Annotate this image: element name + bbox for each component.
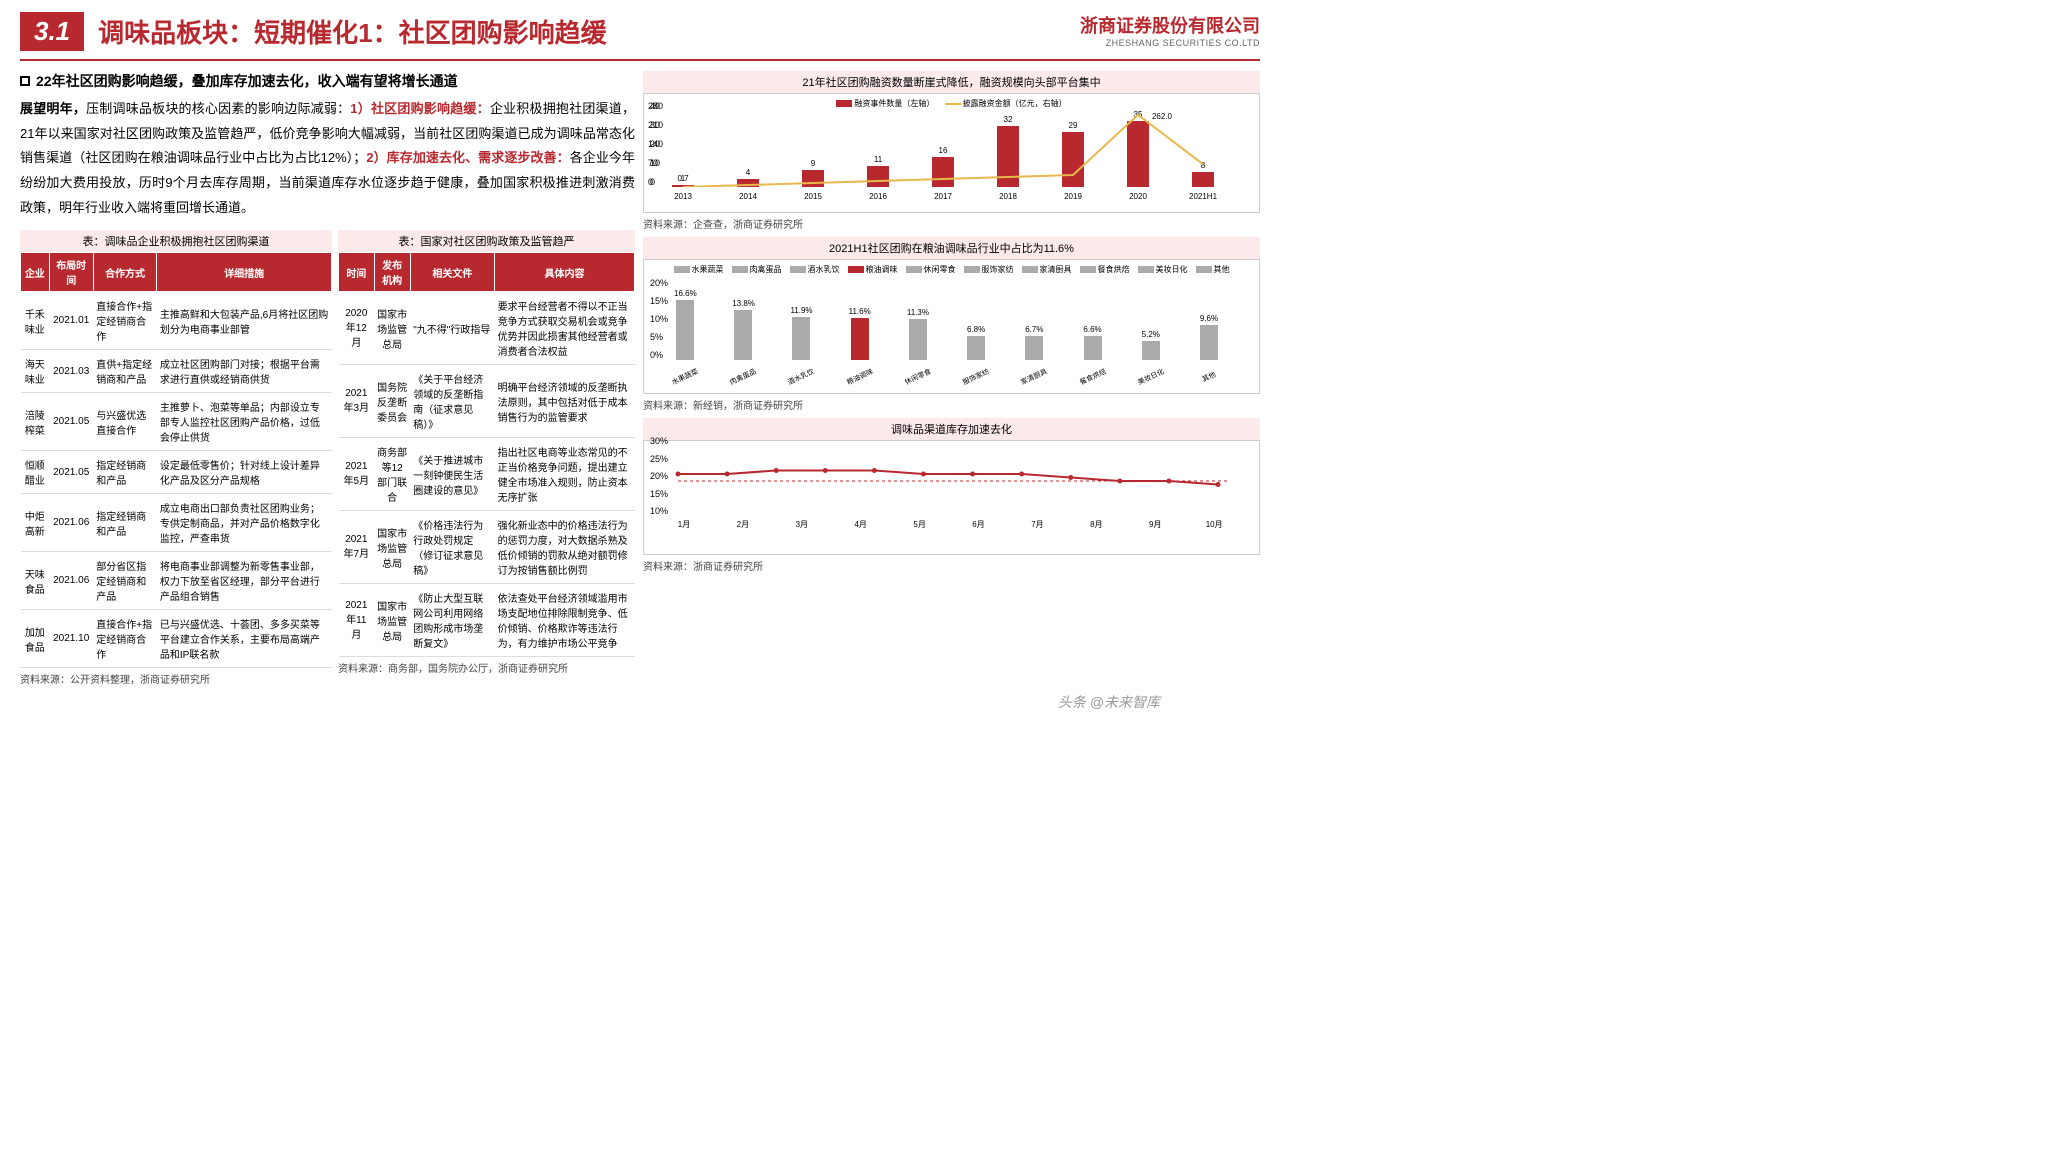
chart-category-share: 水果蔬菜肉禽蛋品酒水乳饮粮油调味休闲零食服饰家纺家清厨具餐食烘焙美妆日化其他 0… <box>643 259 1260 394</box>
page-title: 调味品板块：短期催化1：社区团购影响趋缓 <box>98 13 606 50</box>
watermark: 头条 @未来智库 <box>1058 692 1160 712</box>
divider <box>20 59 1260 61</box>
chart3-source: 资料来源：浙商证券研究所 <box>643 558 1260 573</box>
subtitle: 22年社区团购影响趋缓，叠加库存加速去化，收入端有望将增长通道 <box>20 71 635 91</box>
chart-inventory: 10%15%20%25%30%1月2月3月4月5月6月7月8月9月10月 <box>643 440 1260 555</box>
chart-financing: 融资事件数量（左轴） 披露融资金额（亿元，右轴） 010203040070140… <box>643 93 1260 213</box>
company-logo: 浙商证券股份有限公司 ZHESHANG SECURITIES CO.LTD <box>1080 12 1260 48</box>
section-number: 3.1 <box>20 12 84 51</box>
chart1-source: 资料来源：企查查，浙商证券研究所 <box>643 216 1260 231</box>
table-companies: 表：调味品企业积极拥抱社区团购渠道 企业布局时间合作方式详细措施千禾味业2021… <box>20 228 332 686</box>
chart2-source: 资料来源：新经销，浙商证券研究所 <box>643 397 1260 412</box>
header: 3.1 调味品板块：短期催化1：社区团购影响趋缓 浙商证券股份有限公司 ZHES… <box>20 12 1260 51</box>
chart1-caption: 21年社区团购融资数量断崖式降低，融资规模向头部平台集中 <box>643 71 1260 93</box>
body-paragraph: 展望明年，压制调味品板块的核心因素的影响边际减弱：1）社区团购影响趋缓：企业积极… <box>20 97 635 220</box>
table-policies: 表：国家对社区团购政策及监管趋严 时间发布机构相关文件具体内容2020年12月国… <box>338 228 635 686</box>
chart2-caption: 2021H1社区团购在粮油调味品行业中占比为11.6% <box>643 237 1260 259</box>
chart3-caption: 调味品渠道库存加速去化 <box>643 418 1260 440</box>
